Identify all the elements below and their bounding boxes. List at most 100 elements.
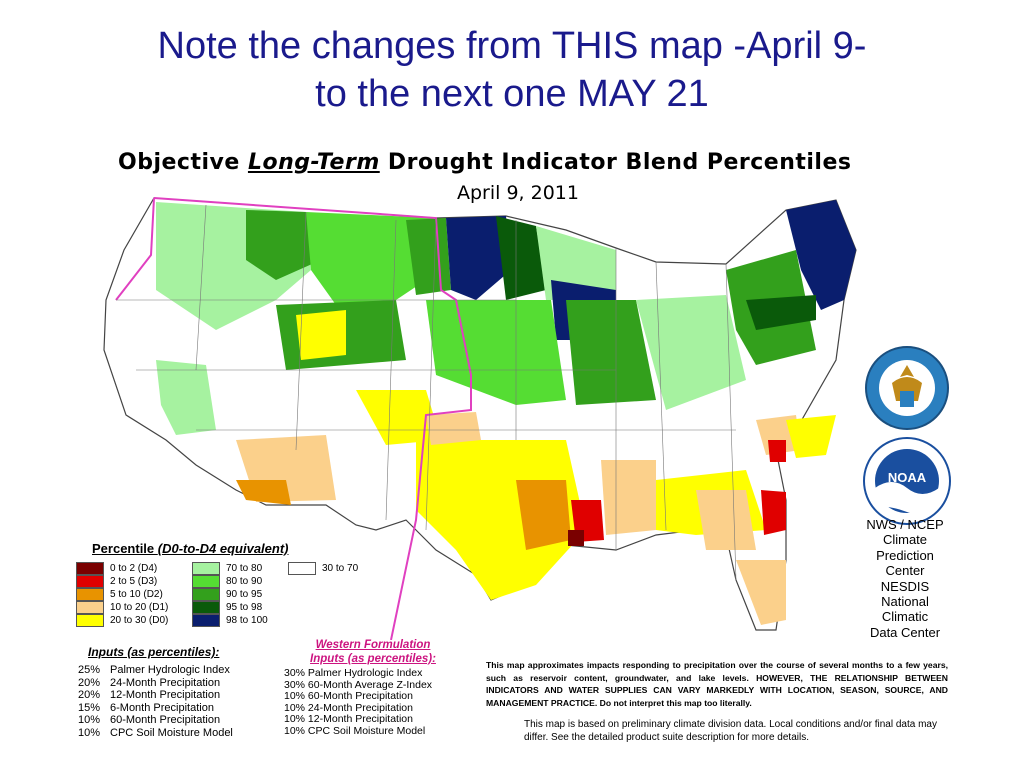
credit-line: Climate bbox=[882, 532, 928, 548]
legend-label: 80 to 90 bbox=[226, 576, 263, 587]
region-p70-80-ohio bbox=[636, 295, 746, 410]
western-item: 30% Palmer Hydrologic Index bbox=[284, 667, 423, 679]
map-title-emphasis: Long-Term bbox=[247, 150, 380, 175]
region-d0-virginia bbox=[786, 415, 836, 458]
legend-swatch bbox=[76, 575, 104, 588]
region-d0-newmexico bbox=[356, 390, 441, 445]
disclaimer: This map approximates impacts responding… bbox=[486, 660, 948, 708]
input-pct: 10% bbox=[78, 726, 101, 739]
slide-title-line1: Note the changes from THIS map -April 9- bbox=[157, 25, 867, 67]
map-title-suffix: Drought Indicator Blend Percentiles bbox=[379, 150, 852, 175]
legend-title-prefix: Percentile bbox=[92, 541, 158, 556]
map-date: April 9, 2011 bbox=[457, 182, 579, 204]
legend-swatch bbox=[192, 614, 220, 627]
inputs-title: Inputs (as percentiles): bbox=[88, 645, 220, 659]
credit-line: Center bbox=[885, 563, 925, 579]
data-note: This map is based on preliminary climate… bbox=[524, 719, 937, 743]
legend-item-p90-95: 90 to 95 bbox=[192, 588, 262, 601]
legend-label: 95 to 98 bbox=[226, 602, 263, 613]
region-d3-carolina bbox=[768, 440, 786, 462]
input-pct: 10% bbox=[78, 714, 101, 726]
legend-swatch bbox=[192, 601, 220, 614]
legend-item-d2: 5 to 10 (D2) bbox=[76, 588, 163, 601]
western-item: 10% 60-Month Precipitation bbox=[284, 690, 413, 703]
legend-swatch bbox=[192, 575, 220, 588]
western-title-line1: Western Formulation bbox=[315, 639, 431, 651]
credit-line: Data Center bbox=[869, 624, 941, 640]
inputs-list: 25% Palmer Hydrologic Index 20% 24-Month P… bbox=[78, 664, 233, 739]
western-item: 10% 12-Month Precipitation bbox=[284, 713, 413, 726]
input-pct: 20% bbox=[78, 676, 101, 689]
region-d2-east-texas bbox=[516, 480, 571, 550]
credit-line: Prediction bbox=[876, 547, 934, 563]
legend-item-d0: 20 to 30 (D0) bbox=[76, 614, 168, 627]
region-d1-mississippi bbox=[601, 460, 656, 535]
legend-title: Percentile (D0-to-D4 equivalent) bbox=[92, 541, 289, 556]
legend-label: 2 to 5 (D3) bbox=[110, 576, 158, 587]
input-item: 10% 60-Month Precipitation bbox=[78, 714, 233, 727]
input-item: 10% CPC Soil Moisture Model bbox=[78, 727, 233, 740]
credit-line: NESDIS bbox=[880, 578, 930, 594]
legend-swatch bbox=[192, 588, 220, 601]
western-item: 30% 60-Month Average Z-Index bbox=[284, 678, 433, 691]
western-item: 10% CPC Soil Moisture Model bbox=[284, 724, 426, 737]
region-p70-80-nevada bbox=[156, 360, 216, 435]
legend-swatch bbox=[76, 601, 104, 614]
input-label: 6-Month Precipitation bbox=[110, 701, 214, 714]
map-title: Objective Long-Term Drought Indicator Bl… bbox=[118, 150, 851, 175]
legend-item-p70-80: 70 to 80 bbox=[192, 562, 262, 575]
legend-item-d3: 2 to 5 (D3) bbox=[76, 575, 157, 588]
department-of-commerce-seal-icon bbox=[865, 346, 949, 430]
region-d2-arizona-west bbox=[236, 480, 291, 505]
slide-title-line2: to the next one MAY 21 bbox=[315, 73, 709, 115]
input-item: 20% 12-Month Precipitation bbox=[78, 689, 233, 702]
region-p90-95-illinois bbox=[566, 300, 656, 405]
legend-label: 20 to 30 (D0) bbox=[110, 615, 169, 626]
input-label: 12-Month Precipitation bbox=[110, 689, 221, 701]
western-formulation-title: Western Formulation Inputs (as percentil… bbox=[278, 638, 468, 666]
slide-title: Note the changes from THIS map -April 9-… bbox=[0, 22, 1024, 118]
legend-item-d1: 10 to 20 (D1) bbox=[76, 601, 168, 614]
legend-item-p95-98: 95 to 98 bbox=[192, 601, 262, 614]
region-p90-95-northwest bbox=[246, 210, 321, 280]
region-d1-florida bbox=[736, 560, 786, 625]
legend-title-suffix: (D0-to-D4 equivalent) bbox=[157, 541, 289, 556]
credits: NWS / NCEP Climate Prediction Center NES… bbox=[846, 517, 964, 640]
region-d1-georgia bbox=[696, 490, 756, 550]
western-item: 10% 24-Month Precipitation bbox=[284, 701, 413, 714]
input-pct: 20% bbox=[78, 689, 101, 701]
legend-item-d4: 0 to 2 (D4) bbox=[76, 562, 157, 575]
legend-label: 5 to 10 (D2) bbox=[110, 589, 163, 600]
credit-line: Climatic bbox=[881, 609, 929, 625]
region-p98-100-northdakota bbox=[446, 216, 511, 300]
legend-label: 90 to 95 bbox=[226, 589, 263, 600]
noaa-logo-text: NOAA bbox=[888, 470, 927, 485]
region-p98-100-newengland bbox=[786, 200, 856, 310]
legend-label: 98 to 100 bbox=[226, 615, 268, 626]
region-d4-louisiana bbox=[568, 530, 584, 546]
region-d0-colorado bbox=[296, 310, 346, 360]
legend-item-p80-90: 80 to 90 bbox=[192, 575, 262, 588]
legend-label: 70 to 80 bbox=[226, 563, 263, 574]
legend-swatch bbox=[76, 614, 104, 627]
region-p95-98-pennsylvania bbox=[746, 295, 816, 330]
legend-item-p30-70: 30 to 70 bbox=[288, 562, 358, 575]
map-title-prefix: Objective bbox=[118, 150, 248, 175]
input-item: 20% 24-Month Precipitation bbox=[78, 677, 233, 690]
legend-item-p98-100: 98 to 100 bbox=[192, 614, 268, 627]
region-p80-90-montana bbox=[306, 212, 441, 305]
legend-label: 30 to 70 bbox=[322, 563, 359, 574]
western-formulation-list: 30% Palmer Hydrologic Index 30% 60-Month… bbox=[284, 667, 433, 738]
legend-label: 10 to 20 (D1) bbox=[110, 602, 169, 613]
region-d3-georgia bbox=[761, 490, 786, 535]
credit-line: National bbox=[881, 594, 929, 610]
input-pct: 25% bbox=[78, 664, 101, 676]
legend-label: 0 to 2 (D4) bbox=[110, 563, 158, 574]
western-formulation-boundary bbox=[115, 197, 472, 640]
input-label: 24-Month Precipitation bbox=[110, 676, 221, 689]
input-pct: 15% bbox=[78, 701, 101, 714]
noaa-logo-icon: NOAA bbox=[863, 437, 951, 525]
input-item: 15% 6-Month Precipitation bbox=[78, 702, 233, 715]
state-boundaries bbox=[116, 204, 737, 581]
region-p95-98-minnesota bbox=[496, 216, 546, 300]
